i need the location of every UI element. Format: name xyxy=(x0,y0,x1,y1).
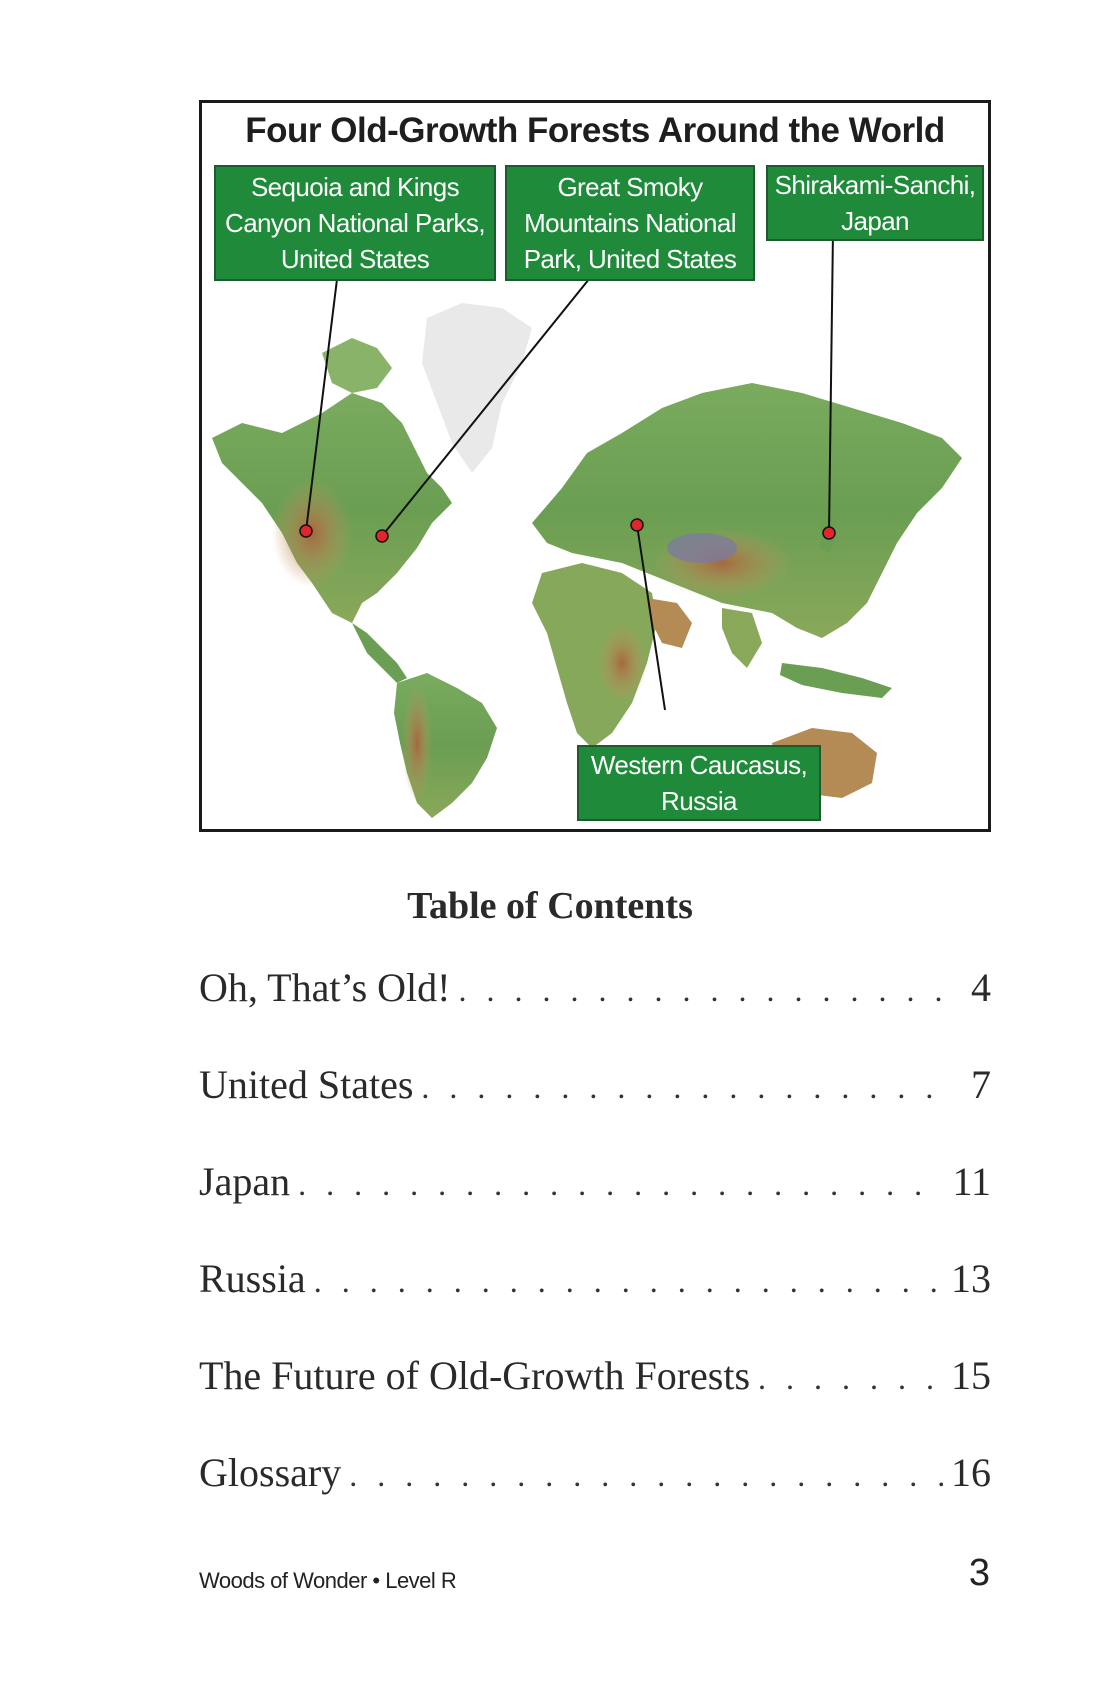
label-sequoia-line-3: United States xyxy=(280,244,430,274)
world-map xyxy=(212,230,962,818)
toc-entry-title: Japan xyxy=(199,1159,291,1204)
toc-entry-title: United States xyxy=(199,1062,414,1107)
toc-leader-dots: . . . . . . . . . . . . . . . . . . . . … xyxy=(313,1263,943,1299)
page-number: 3 xyxy=(968,1552,990,1594)
map-title: Four Old-Growth Forests Around the World xyxy=(245,111,945,150)
tibet-plateau xyxy=(667,533,737,563)
label-caucasus: Western Caucasus, Russia xyxy=(577,745,821,821)
marker-sequoia xyxy=(299,524,313,538)
toc-entry-page: 7 xyxy=(971,1062,991,1107)
label-sequoia: Sequoia and Kings Canyon National Parks,… xyxy=(214,165,496,281)
andes-shading xyxy=(402,683,432,803)
canada-islands xyxy=(322,338,392,393)
eurasia xyxy=(532,383,962,638)
toc-entry-title: Glossary xyxy=(199,1450,342,1495)
toc-leader-dots: . . . . . . . . . . . . . . . . . . . . … xyxy=(458,972,947,1008)
leader-line-caucasus xyxy=(636,524,666,711)
toc-entry[interactable]: United States . . . . . . . . . . . . . … xyxy=(199,1061,991,1121)
toc-entry-page: 16 xyxy=(951,1450,991,1495)
toc-leader-dots: . . . . . . . . . . . . . . . . . . . . … xyxy=(349,1457,943,1493)
toc-entry-page: 11 xyxy=(952,1159,991,1204)
toc-entry-title: Oh, That’s Old! xyxy=(199,965,451,1010)
marker-smoky xyxy=(375,529,389,543)
label-smoky-line-3: Park, United States xyxy=(523,244,737,274)
forest-map-figure: Four Old-Growth Forests Around the World… xyxy=(199,100,991,832)
label-shirakami-line-1: Shirakami-Sanchi, xyxy=(774,170,976,200)
marker-caucasus xyxy=(630,518,644,532)
toc-entry-page: 4 xyxy=(971,965,991,1010)
label-smoky: Great Smoky Mountains National Park, Uni… xyxy=(505,165,755,281)
label-shirakami: Shirakami-Sanchi, Japan xyxy=(766,165,984,241)
arabia xyxy=(647,598,692,648)
label-shirakami-line-2: Japan xyxy=(841,206,909,236)
toc-entry-title: Russia xyxy=(199,1256,306,1301)
toc-entry[interactable]: Japan . . . . . . . . . . . . . . . . . … xyxy=(199,1158,991,1218)
label-caucasus-line-1: Western Caucasus, xyxy=(590,750,808,780)
indonesia xyxy=(780,663,892,698)
label-smoky-line-1: Great Smoky xyxy=(557,172,703,202)
toc-entry-page: 15 xyxy=(951,1353,991,1398)
toc-entry-page: 13 xyxy=(951,1256,991,1301)
east-africa-shading xyxy=(597,623,647,703)
marker-shirakami xyxy=(822,526,836,540)
leader-line-sequoia xyxy=(305,262,340,532)
leader-line-shirakami xyxy=(828,230,834,534)
label-sequoia-line-1: Sequoia and Kings xyxy=(250,172,460,202)
central-america xyxy=(352,623,407,683)
label-sequoia-line-2: Canyon National Parks, xyxy=(225,208,486,238)
toc-leader-dots: . . . . . . . . . . . . . . . . . . . . … xyxy=(298,1166,944,1202)
toc-entry[interactable]: Oh, That’s Old! . . . . . . . . . . . . … xyxy=(199,964,991,1024)
toc-entry[interactable]: The Future of Old-Growth Forests . . . .… xyxy=(199,1352,991,1412)
leader-line-smoky xyxy=(381,262,603,537)
toc-leader-dots: . . . . . . . . . . . . . . . . . . . . … xyxy=(421,1069,947,1105)
toc-entry-title: The Future of Old-Growth Forests xyxy=(199,1353,751,1398)
footer-book-title: Woods of Wonder • Level R xyxy=(199,1568,457,1593)
label-smoky-line-2: Mountains National xyxy=(524,208,736,238)
label-caucasus-line-2: Russia xyxy=(661,786,737,816)
toc-title: Table of Contents xyxy=(407,885,693,927)
toc-entry[interactable]: Russia . . . . . . . . . . . . . . . . .… xyxy=(199,1255,991,1315)
toc-leader-dots: . . . . . . . . . . . . . . . . . . . . … xyxy=(758,1360,943,1396)
toc-entry[interactable]: Glossary . . . . . . . . . . . . . . . .… xyxy=(199,1449,991,1509)
india xyxy=(722,608,762,668)
greenland xyxy=(422,303,532,473)
